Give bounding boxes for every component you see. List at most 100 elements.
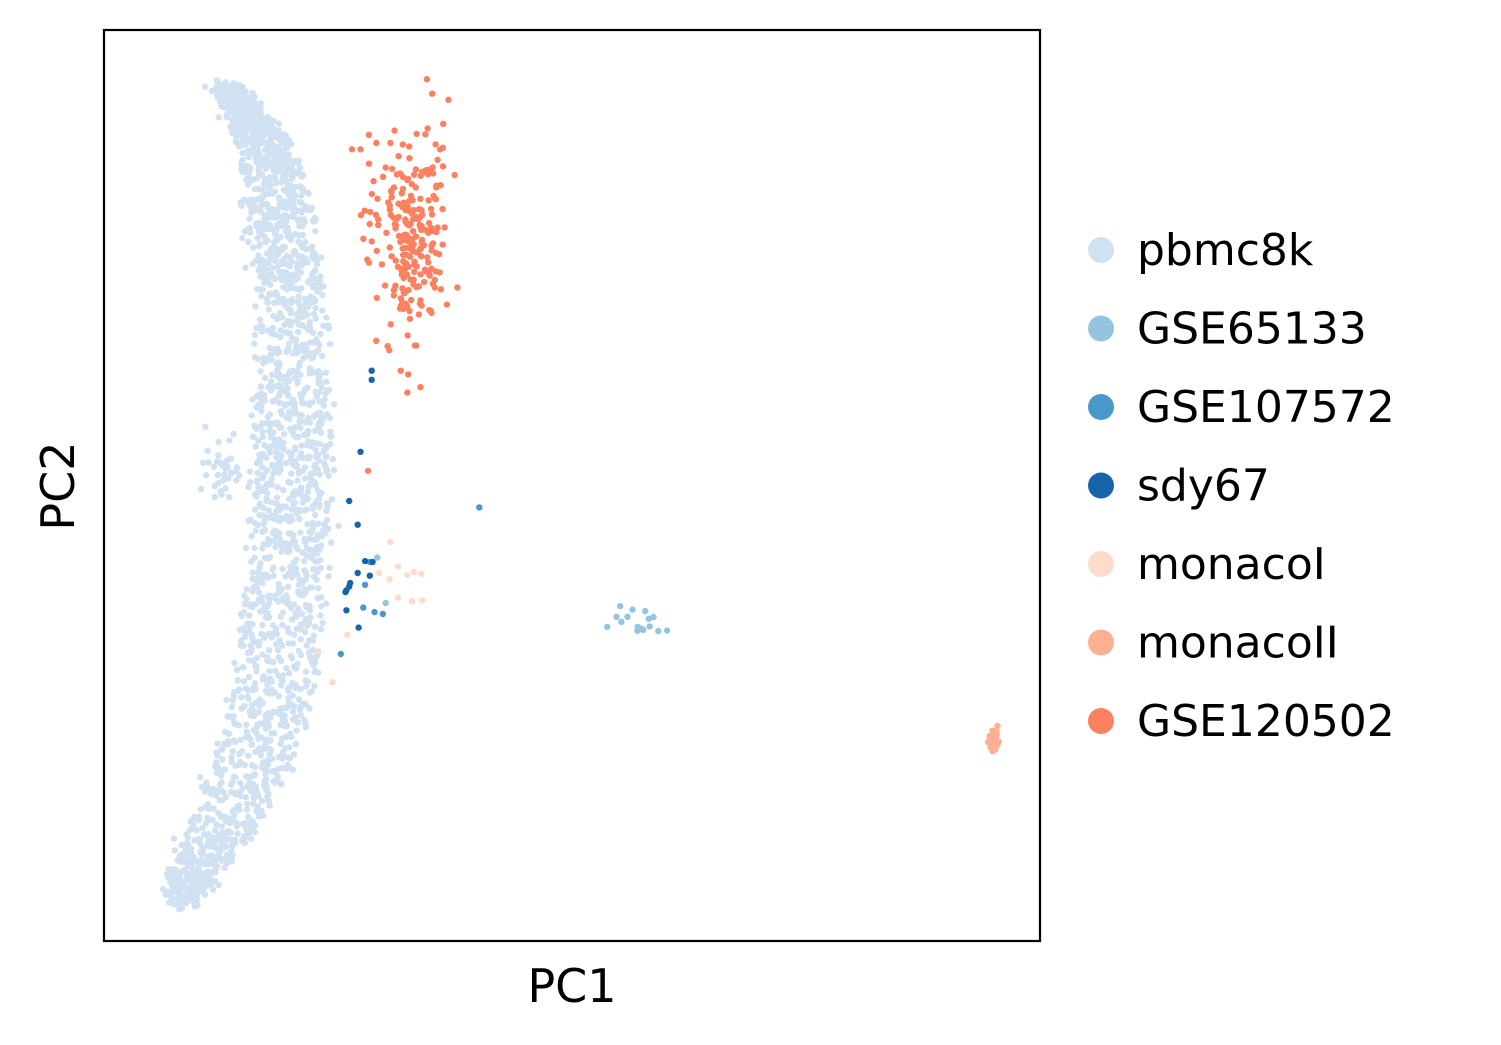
point-GSE107572 bbox=[476, 504, 483, 511]
point-pbmc8k bbox=[232, 774, 239, 781]
point-pbmc8k bbox=[262, 146, 269, 153]
legend-label: GSE120502 bbox=[1137, 696, 1395, 747]
point-pbmc8k bbox=[283, 151, 290, 158]
point-pbmc8k bbox=[292, 463, 299, 470]
point-pbmc8k bbox=[251, 422, 258, 429]
point-pbmc8k bbox=[218, 746, 225, 753]
point-pbmc8k bbox=[287, 283, 294, 290]
point-sdy67 bbox=[368, 376, 375, 383]
point-pbmc8k bbox=[275, 120, 283, 127]
point-pbmc8k bbox=[287, 310, 294, 317]
point-GSE120502 bbox=[415, 311, 423, 318]
point-pbmc8k bbox=[243, 108, 250, 116]
point-pbmc8k bbox=[269, 163, 276, 171]
point-pbmc8k bbox=[291, 374, 299, 381]
point-pbmc8k bbox=[170, 835, 178, 842]
point-pbmc8k bbox=[285, 694, 292, 701]
point-pbmc8k bbox=[270, 299, 278, 307]
point-pbmc8k bbox=[283, 664, 290, 672]
point-pbmc8k bbox=[243, 806, 251, 813]
point-pbmc8k bbox=[306, 689, 314, 696]
point-pbmc8k bbox=[305, 427, 312, 435]
point-GSE120502 bbox=[424, 125, 431, 132]
point-pbmc8k bbox=[306, 325, 314, 332]
point-pbmc8k bbox=[274, 221, 282, 228]
point-pbmc8k bbox=[257, 203, 264, 211]
point-pbmc8k bbox=[261, 526, 269, 534]
point-GSE65133 bbox=[646, 623, 653, 630]
point-pbmc8k bbox=[253, 478, 260, 485]
point-pbmc8k bbox=[258, 292, 265, 300]
point-pbmc8k bbox=[202, 820, 210, 827]
point-GSE65133 bbox=[629, 606, 636, 613]
point-pbmc8k bbox=[265, 306, 272, 313]
point-pbmc8k bbox=[282, 504, 289, 511]
point-pbmc8k bbox=[250, 97, 257, 104]
point-pbmc8k bbox=[258, 171, 266, 178]
point-GSE120502 bbox=[437, 182, 444, 189]
point-pbmc8k bbox=[265, 507, 272, 514]
point-pbmc8k bbox=[244, 99, 252, 107]
point-pbmc8k bbox=[235, 472, 243, 479]
point-GSE120502 bbox=[411, 268, 418, 275]
point-pbmc8k bbox=[256, 459, 264, 466]
point-pbmc8k bbox=[218, 491, 225, 498]
point-pbmc8k bbox=[268, 592, 276, 600]
point-GSE120502 bbox=[429, 164, 436, 171]
point-pbmc8k bbox=[215, 438, 222, 446]
point-pbmc8k bbox=[284, 583, 292, 590]
point-GSE120502 bbox=[437, 286, 445, 293]
point-pbmc8k bbox=[280, 486, 287, 494]
point-pbmc8k bbox=[285, 669, 293, 677]
point-pbmc8k bbox=[249, 90, 256, 97]
point-pbmc8k bbox=[289, 175, 296, 182]
point-pbmc8k bbox=[215, 853, 222, 860]
point-pbmc8k bbox=[311, 682, 318, 690]
point-pbmc8k bbox=[280, 255, 287, 263]
point-pbmc8k bbox=[286, 495, 293, 503]
point-GSE120502 bbox=[402, 216, 409, 223]
legend: pbmc8k GSE65133 GSE107572 sdy67 monacoI monac… bbox=[1088, 225, 1395, 747]
point-pbmc8k bbox=[307, 293, 314, 300]
point-monacoI bbox=[408, 598, 416, 605]
point-pbmc8k bbox=[284, 278, 291, 286]
point-GSE120502 bbox=[357, 212, 365, 219]
point-pbmc8k bbox=[263, 495, 270, 502]
point-pbmc8k bbox=[279, 565, 286, 573]
point-sdy67 bbox=[366, 572, 373, 579]
point-pbmc8k bbox=[315, 585, 322, 592]
point-pbmc8k bbox=[262, 179, 269, 187]
point-pbmc8k bbox=[269, 273, 276, 280]
point-pbmc8k bbox=[292, 681, 299, 689]
point-pbmc8k bbox=[228, 754, 235, 761]
point-pbmc8k bbox=[272, 534, 280, 541]
point-pbmc8k bbox=[236, 750, 243, 758]
point-pbmc8k bbox=[234, 687, 242, 694]
point-pbmc8k bbox=[316, 279, 323, 286]
point-pbmc8k bbox=[285, 345, 292, 353]
point-GSE65133 bbox=[663, 627, 671, 634]
point-pbmc8k bbox=[221, 864, 228, 871]
point-pbmc8k bbox=[321, 442, 329, 450]
point-pbmc8k bbox=[250, 340, 258, 347]
point-pbmc8k bbox=[257, 111, 264, 118]
point-pbmc8k bbox=[268, 730, 275, 737]
point-GSE120502 bbox=[399, 203, 406, 211]
point-pbmc8k bbox=[213, 835, 220, 843]
point-pbmc8k bbox=[277, 682, 285, 689]
point-pbmc8k bbox=[258, 594, 266, 601]
point-pbmc8k bbox=[301, 585, 308, 593]
point-pbmc8k bbox=[228, 758, 235, 765]
point-pbmc8k bbox=[202, 83, 209, 90]
point-pbmc8k bbox=[191, 837, 198, 844]
point-pbmc8k bbox=[225, 730, 233, 737]
point-monacoI bbox=[329, 679, 336, 686]
point-pbmc8k bbox=[249, 588, 256, 595]
point-pbmc8k bbox=[288, 296, 296, 303]
point-pbmc8k bbox=[328, 539, 335, 546]
point-pbmc8k bbox=[317, 564, 324, 572]
point-pbmc8k bbox=[190, 881, 197, 888]
point-pbmc8k bbox=[297, 391, 304, 398]
point-pbmc8k bbox=[255, 793, 263, 800]
point-pbmc8k bbox=[265, 710, 272, 717]
